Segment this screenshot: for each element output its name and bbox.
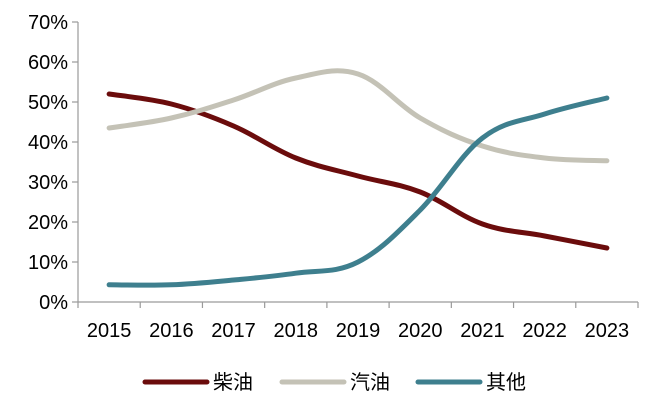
x-tick-label: 2018 — [274, 320, 319, 342]
y-tick-label: 20% — [28, 212, 68, 234]
series-line-3 — [106, 95, 610, 288]
x-tick-label: 2016 — [149, 320, 194, 342]
series-line-2 — [106, 68, 610, 164]
y-tick-label: 40% — [28, 132, 68, 154]
x-tick-label: 2023 — [585, 320, 630, 342]
legend: 柴油 汽油 其他 — [142, 370, 526, 394]
legend-label: 柴油 — [213, 370, 253, 394]
x-tick-label: 2017 — [211, 320, 256, 342]
y-tick-label: 50% — [28, 92, 68, 114]
x-tick-label: 2022 — [522, 320, 567, 342]
y-tick-label: 60% — [28, 52, 68, 74]
legend-label: 汽油 — [350, 370, 390, 394]
y-tick-label: 70% — [28, 12, 68, 34]
x-tick-label: 2021 — [460, 320, 505, 342]
legend-label: 其他 — [486, 370, 526, 394]
y-tick-label: 0% — [39, 292, 68, 314]
series-lines — [106, 68, 610, 288]
y-tick-label: 30% — [28, 172, 68, 194]
y-tick-label: 10% — [28, 252, 68, 274]
x-tick-label: 2020 — [398, 320, 443, 342]
x-tick-label: 2015 — [87, 320, 132, 342]
axes: 0% 10% 20% 30% 40% 50% 60% 70% 2015 2016 2017 2018 2… — [28, 12, 639, 342]
x-tick-label: 2019 — [336, 320, 381, 342]
